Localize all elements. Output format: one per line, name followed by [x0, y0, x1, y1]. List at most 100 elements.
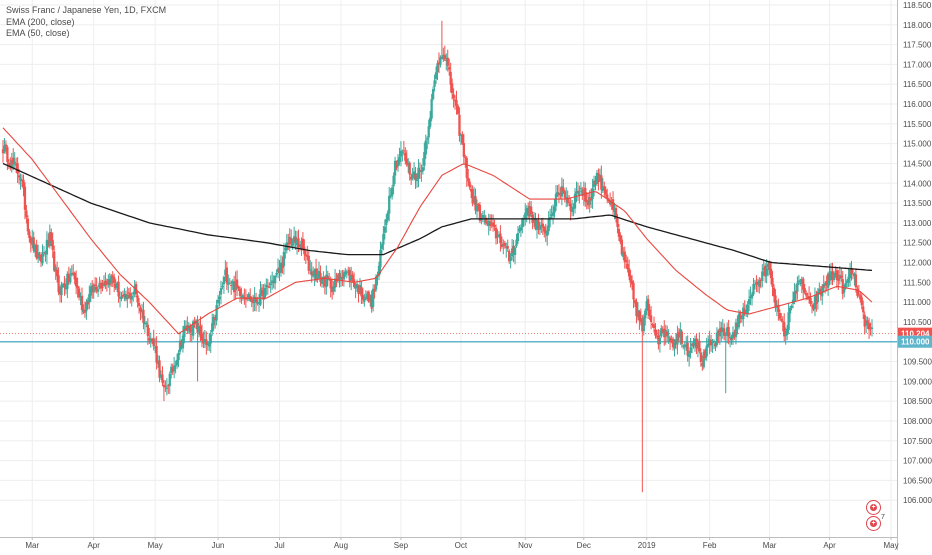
candle-body [367, 291, 370, 302]
candle-body [218, 296, 221, 300]
event-marker-icon[interactable]: + [866, 500, 881, 515]
candle-body [714, 343, 717, 347]
candle-body [489, 221, 492, 227]
y-tick-label: 106.500 [903, 476, 932, 485]
candle-body [588, 197, 591, 205]
support-price-label[interactable]: 110.000 [901, 338, 930, 347]
candle-body [177, 352, 180, 361]
candle-body [224, 269, 227, 276]
candle-body [617, 228, 621, 237]
candle-body [241, 295, 245, 298]
candle-body [200, 333, 204, 341]
candle-body [655, 336, 659, 338]
candle-body [673, 341, 676, 349]
candle-body [851, 273, 855, 275]
candle-body [468, 181, 471, 188]
candle-body [683, 344, 686, 348]
support-price-label-bg [898, 335, 932, 348]
candle-body [366, 293, 369, 300]
candle-body [753, 284, 757, 286]
candle-body [446, 57, 449, 66]
candle-body [805, 293, 808, 296]
candle-body [682, 345, 685, 347]
candle-body [333, 278, 337, 288]
candle-body [720, 327, 723, 333]
candle-body [339, 277, 343, 280]
candle-body [699, 352, 702, 362]
candle-body [825, 281, 828, 286]
candle-body [199, 325, 202, 336]
candle-body [404, 152, 407, 161]
candle-body [341, 276, 344, 280]
candle-body [300, 240, 303, 249]
candle-body [26, 218, 30, 232]
candle-body [453, 99, 457, 102]
candle-body [784, 334, 787, 337]
ema50-legend[interactable]: EMA (50, close) [6, 28, 70, 38]
candle-body [60, 284, 63, 296]
candle-body [475, 205, 479, 212]
candle-body [663, 328, 666, 338]
last-price-label[interactable]: 110.204 [901, 330, 930, 339]
candle-body [493, 225, 496, 227]
candle-body [837, 277, 840, 281]
candle-body [508, 250, 511, 262]
y-tick-label: 108.000 [903, 417, 932, 426]
candle-body [50, 232, 53, 242]
candle-body [211, 323, 214, 333]
candle-body [793, 292, 796, 302]
candle-body [625, 260, 628, 263]
candle-body [399, 150, 403, 157]
candle-body [806, 296, 809, 298]
ema200-line[interactable] [2, 162, 873, 272]
candle-body [15, 164, 18, 166]
event-marker-icon[interactable]: + [866, 516, 881, 531]
candle-body [573, 193, 577, 209]
ema50-line[interactable] [2, 127, 873, 335]
candle-body [450, 83, 454, 94]
candle-body [824, 283, 827, 286]
candle-body [812, 304, 815, 310]
candle-body [848, 269, 852, 279]
candle-body [278, 267, 281, 273]
candle-body [543, 227, 546, 232]
candle-body [386, 212, 389, 220]
candle-body [709, 340, 713, 346]
candle-body [370, 294, 373, 309]
candle-body [124, 294, 128, 299]
candle-body [104, 280, 107, 285]
candle-body [175, 359, 179, 366]
candle-body [614, 207, 618, 219]
candle-body [477, 204, 480, 206]
candle-body [769, 268, 773, 278]
candle-body [676, 333, 679, 345]
candle-body [174, 365, 177, 367]
candle-body [829, 271, 833, 281]
candle-body [205, 339, 208, 345]
candle-body [822, 284, 825, 288]
candle-body [686, 342, 689, 356]
candle-body [869, 327, 872, 329]
candle-body [718, 328, 722, 337]
candle-body [598, 174, 602, 181]
candle-body [603, 186, 606, 191]
ema200-legend[interactable]: EMA (200, close) [6, 16, 75, 27]
symbol-title[interactable]: Swiss Franc / Japanese Yen, 1D, FXCM [6, 5, 167, 15]
candle-body [132, 292, 135, 294]
candle-body [420, 170, 423, 172]
x-tick-label: Apr [87, 541, 100, 550]
candle-body [288, 236, 291, 244]
candle-body [802, 278, 805, 290]
candle-body [496, 235, 499, 237]
candle-body [826, 273, 830, 288]
candle-body [17, 175, 21, 178]
candle-body [139, 307, 142, 312]
candle-body [478, 205, 482, 221]
candle-body [657, 335, 660, 345]
candle-body [537, 220, 540, 230]
candle-body [48, 232, 51, 247]
candle-body [111, 275, 114, 278]
candle-body [6, 147, 9, 162]
